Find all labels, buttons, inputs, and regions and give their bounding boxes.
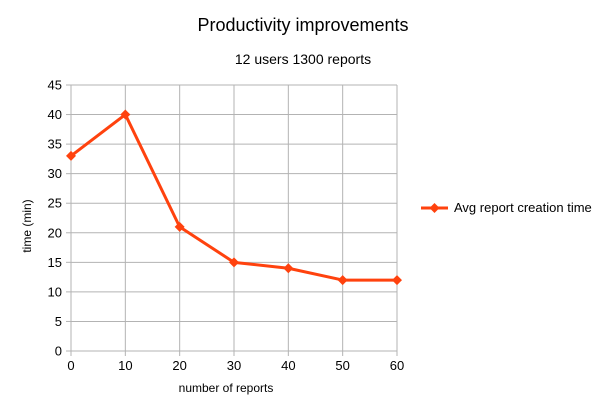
data-point bbox=[392, 275, 402, 286]
y-tick-labels: 0 5 10 15 20 25 30 35 40 45 bbox=[48, 78, 62, 359]
data-point bbox=[337, 275, 348, 286]
x-tick-label: 40 bbox=[281, 358, 295, 373]
x-tick-label: 20 bbox=[172, 358, 186, 373]
series-layer bbox=[66, 109, 402, 286]
chart-title: Productivity improvements bbox=[197, 15, 408, 35]
y-tick-label: 0 bbox=[55, 344, 62, 359]
y-tick-label: 30 bbox=[48, 166, 62, 181]
x-tick-labels: 0 10 20 30 40 50 60 bbox=[67, 358, 404, 373]
y-tick-label: 40 bbox=[48, 107, 62, 122]
axes bbox=[66, 84, 398, 356]
x-tick-label: 50 bbox=[335, 358, 349, 373]
grid bbox=[71, 84, 398, 351]
y-tick-label: 25 bbox=[48, 196, 62, 211]
y-axis-label: time (min) bbox=[20, 199, 34, 252]
y-tick-label: 35 bbox=[48, 137, 62, 152]
y-tick-label: 15 bbox=[48, 255, 62, 270]
data-point bbox=[66, 150, 76, 161]
legend: Avg report creation time bbox=[421, 200, 592, 215]
x-tick-label: 60 bbox=[390, 358, 404, 373]
x-tick-label: 0 bbox=[67, 358, 74, 373]
data-point bbox=[283, 263, 294, 274]
y-tick-label: 10 bbox=[48, 284, 62, 299]
data-point bbox=[120, 109, 131, 120]
legend-label: Avg report creation time bbox=[454, 200, 592, 215]
y-tick-label: 45 bbox=[48, 78, 62, 93]
chart-subtitle: 12 users 1300 reports bbox=[235, 51, 371, 67]
y-tick-label: 5 bbox=[55, 314, 62, 329]
data-point bbox=[229, 257, 239, 268]
legend-marker-swatch bbox=[429, 203, 440, 213]
data-point bbox=[174, 221, 185, 232]
x-axis-label: number of reports bbox=[179, 381, 274, 395]
x-tick-label: 30 bbox=[227, 358, 241, 373]
y-tick-label: 20 bbox=[48, 225, 62, 240]
x-tick-label: 10 bbox=[118, 358, 132, 373]
